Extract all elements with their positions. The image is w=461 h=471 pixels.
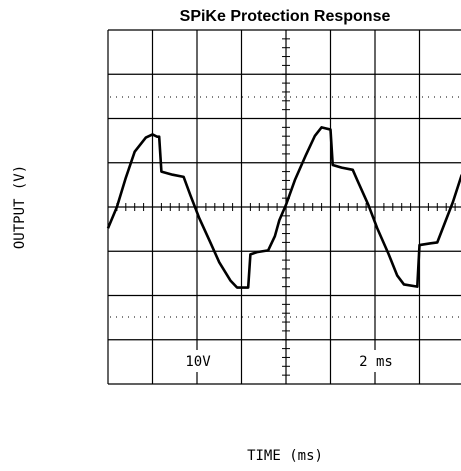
- annotation: 2 ms: [359, 354, 393, 370]
- annotation: 10V: [185, 354, 211, 370]
- waveform: [106, 126, 461, 289]
- label-bg: [180, 350, 220, 372]
- y-axis-label: OUTPUT (V): [12, 165, 28, 249]
- chart-title: SPiKe Protection Response: [180, 8, 391, 25]
- label-bg: [355, 350, 400, 372]
- x-axis-label: TIME (ms): [247, 448, 323, 464]
